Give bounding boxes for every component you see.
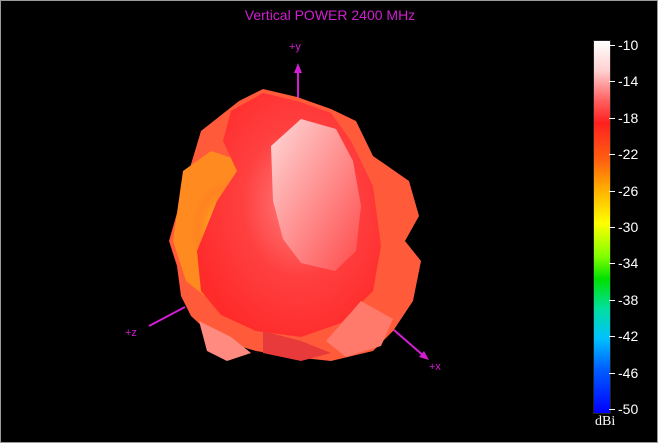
- colorbar-tick-label: -10: [618, 37, 639, 53]
- surface-lower-left: [199, 321, 251, 361]
- colorbar-tick: [609, 45, 615, 46]
- colorbar-tick-label: -42: [618, 328, 639, 345]
- colorbar-tick-label: -22: [618, 146, 639, 163]
- colorbar-unit-label: dBi: [595, 414, 616, 429]
- colorbar-tick-label: -26: [618, 182, 639, 199]
- colorbar-tick: [609, 263, 615, 265]
- y-axis-label: +y: [289, 41, 301, 53]
- y-axis-arrow: [294, 63, 302, 73]
- surface-front-lobe: [271, 119, 361, 271]
- colorbar-tick-label: -46: [618, 364, 639, 381]
- surface-lower-right: [326, 301, 393, 357]
- surface-shadow-edge: [263, 331, 331, 361]
- x-axis-label: +x: [429, 361, 441, 373]
- colorbar-tick: [609, 409, 615, 410]
- colorbar-tick-label: -14: [618, 73, 639, 90]
- colorbar-tick-label: -30: [618, 219, 639, 235]
- z-axis-label: +z: [125, 327, 137, 339]
- colorbar-tick-label: -38: [618, 291, 639, 308]
- colorbar-tick: [609, 299, 615, 301]
- colorbar-tick-label: -34: [618, 255, 639, 272]
- colorbar-tick-label: -18: [618, 109, 639, 126]
- colorbar-tick: [609, 81, 615, 83]
- colorbar-tick: [609, 372, 615, 374]
- colorbar-tick: [609, 154, 615, 156]
- plot-title: Vertical POWER 2400 MHz: [244, 7, 416, 23]
- z-axis-line: [148, 306, 186, 327]
- colorbar-tick: [609, 190, 615, 192]
- x-axis-arrow: [419, 351, 429, 360]
- colorbar-tick-label: -50: [618, 401, 639, 417]
- colorbar-tick: [609, 117, 615, 119]
- colorbar-tick: [609, 336, 615, 338]
- colorbar-tick: [609, 227, 615, 228]
- radiation-surface: [169, 89, 421, 361]
